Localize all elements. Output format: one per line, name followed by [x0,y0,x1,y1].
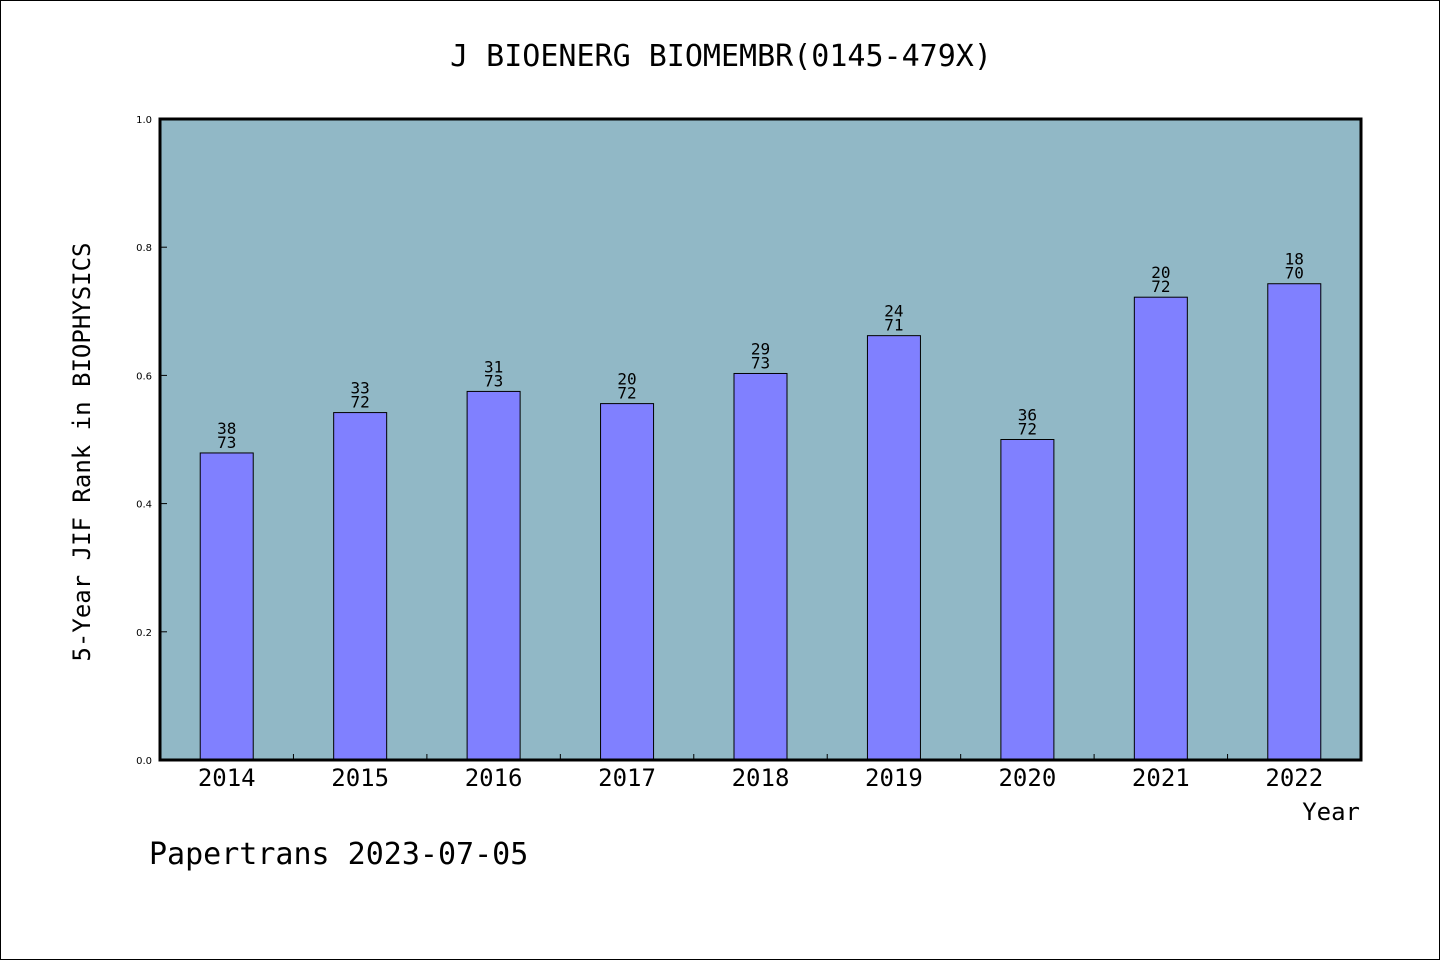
bar-label-total: 73 [217,433,236,452]
bar [600,403,655,761]
bar-label-total: 73 [751,353,770,372]
bar-label-rank: 29 [751,339,770,358]
x-tick-label: 2019 [865,764,923,792]
bar [466,390,521,761]
y-tick-label: 0.4 [136,500,152,511]
x-tick-label: 2016 [465,764,523,792]
bar-label-rank: 36 [1018,406,1037,425]
footer-text: Papertrans 2023-07-05 [149,837,528,872]
bar [1000,439,1055,761]
x-axis-label: Year [1302,798,1360,826]
bar-label-total: 72 [617,384,636,403]
x-axis-ticks: 2014 2015 2016 2017 2018 2019 2020 2021 2022 [198,754,1323,792]
bar-label-rank: 38 [217,419,236,438]
bar-label-total: 70 [1285,264,1304,283]
plot-area [158,117,1363,762]
bar-label-rank: 20 [617,370,636,389]
bar [733,372,788,761]
x-tick-label: 2017 [598,764,656,792]
bar-label-total: 73 [484,371,503,390]
bar-label-rank: 20 [1151,263,1170,282]
bar [1133,296,1188,761]
x-tick-label: 2022 [1265,764,1323,792]
chart-title: J BIOENERG BIOMEMBR(0145-479X) [450,39,992,74]
bar [199,452,254,761]
bar-label-total: 72 [351,393,370,412]
x-tick-label: 2021 [1132,764,1190,792]
bar-label-rank: 33 [351,379,370,398]
bar-label-rank: 31 [484,357,503,376]
bar-label-rank: 24 [884,302,903,321]
bar [866,335,921,761]
bar [1267,283,1322,761]
y-tick-label: 0.0 [136,756,152,767]
y-tick-label: 0.2 [136,628,152,639]
bar-label-rank: 18 [1285,250,1304,269]
x-tick-label: 2014 [198,764,256,792]
y-axis-label: 5-Year JIF Rank in BIOPHYSICS [68,242,96,661]
bar-label-total: 71 [884,316,903,335]
bar [333,412,388,761]
y-tick-label: 0.8 [136,243,152,254]
x-tick-label: 2015 [331,764,389,792]
bar-label-total: 72 [1151,277,1170,296]
bar-label-total: 72 [1018,420,1037,439]
bars [199,283,1322,761]
x-tick-label: 2018 [732,764,790,792]
y-tick-label: 0.6 [136,371,152,382]
x-tick-label: 2020 [998,764,1056,792]
y-tick-label: 1.0 [136,115,152,126]
